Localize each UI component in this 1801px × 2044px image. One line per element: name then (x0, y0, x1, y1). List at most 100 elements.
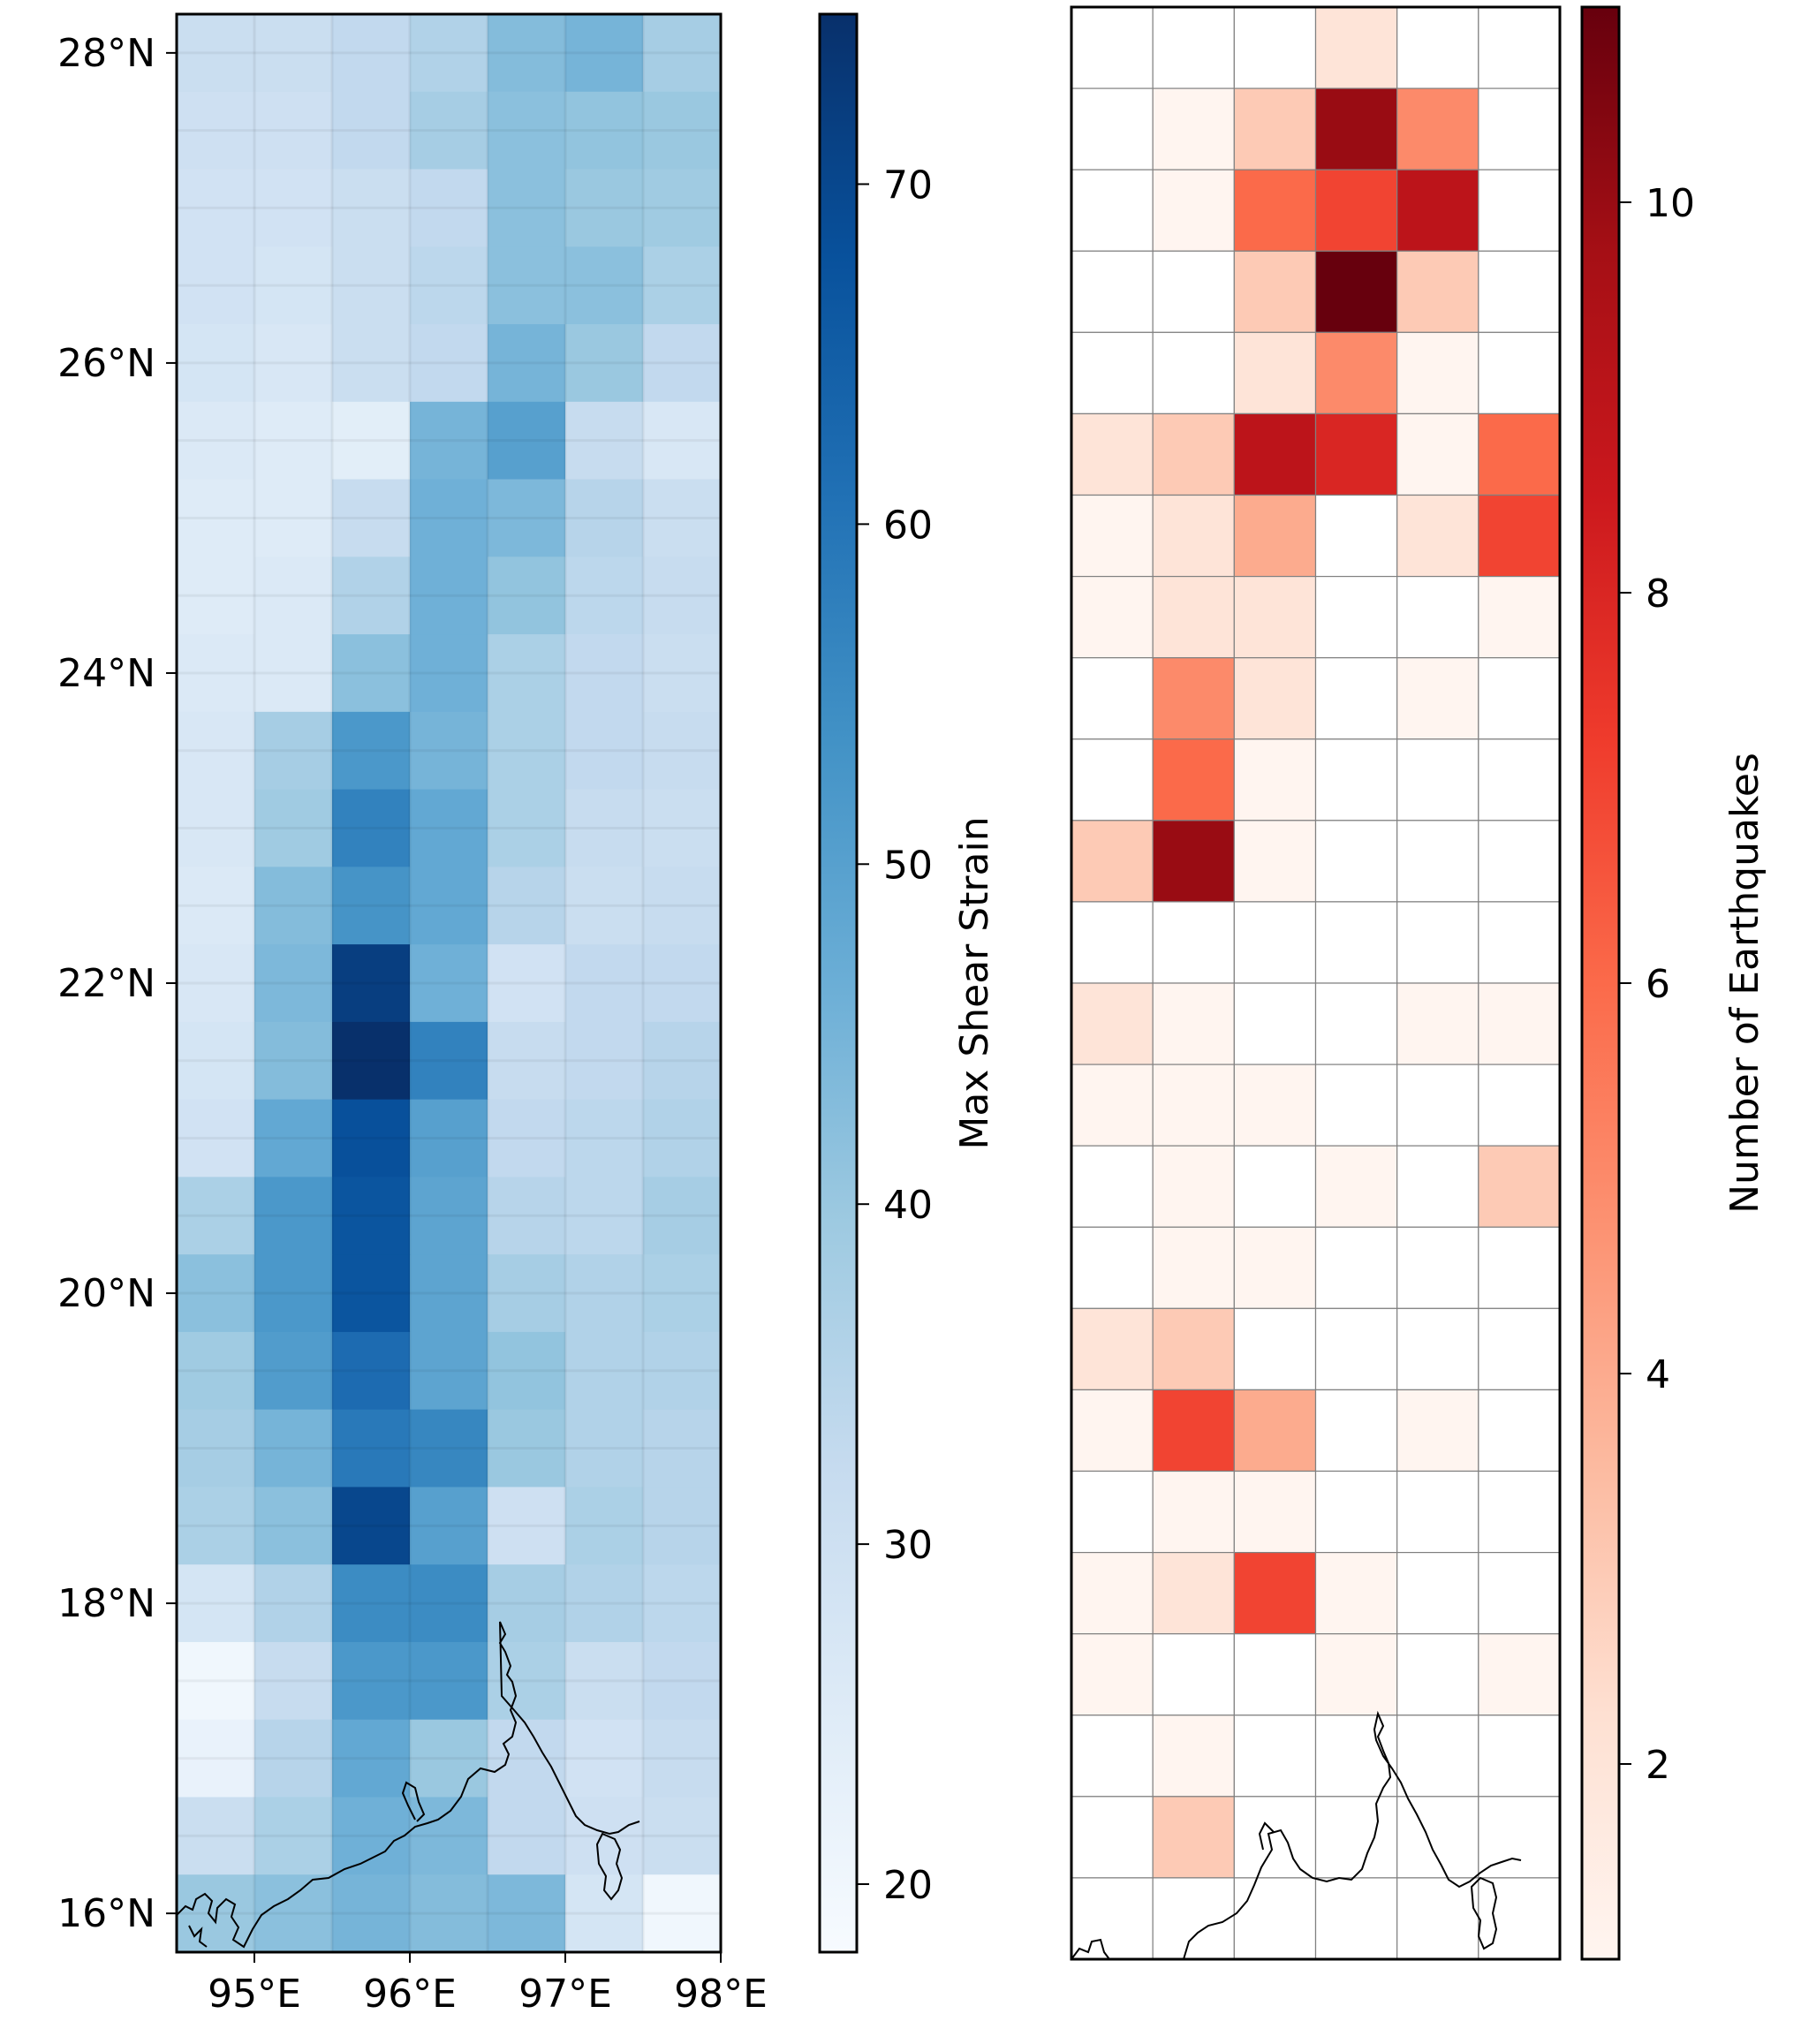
earthquake-cell (1234, 1553, 1315, 1634)
earthquake-cell (1397, 7, 1479, 88)
earthquake-cell (1234, 658, 1315, 739)
earthquake-cell (1479, 413, 1560, 495)
earthquake-cell (1316, 577, 1397, 658)
earthquake-colorbar-ticks: 2 4 6 8 10 (1619, 181, 1695, 1788)
earthquake-cell (1153, 577, 1234, 658)
earthquake-cell (1153, 1634, 1234, 1715)
longitude-tick-label: 98°E (674, 1972, 768, 2017)
earthquake-cell (1234, 1634, 1315, 1715)
earthquake-cell (1316, 413, 1397, 495)
earthquake-cell (1316, 251, 1397, 332)
earthquake-cell (1234, 7, 1315, 88)
earthquake-cell (1479, 1715, 1560, 1797)
earthquake-cell (1397, 983, 1479, 1064)
earthquake-cell (1234, 1715, 1315, 1797)
earthquake-cell (1153, 332, 1234, 413)
earthquake-cell (1071, 1878, 1153, 1959)
earthquake-cell (1234, 88, 1315, 170)
earthquake-colorbar: 246810 Number of Earthquakes (1582, 7, 1767, 1959)
earthquake-cell (1153, 739, 1234, 821)
earthquake-cell (1071, 1472, 1153, 1553)
earthquake-cell (1071, 1064, 1153, 1146)
earthquake-cell (1316, 983, 1397, 1064)
earthquake-cell (1153, 1389, 1234, 1471)
strain-colorbar-tick-label: 50 (883, 843, 933, 888)
earthquake-cell (1234, 577, 1315, 658)
earthquake-cell (1397, 88, 1479, 170)
earthquake-cell (1153, 821, 1234, 902)
earthquake-cell (1479, 1634, 1560, 1715)
earthquake-cell (1071, 1634, 1153, 1715)
earthquake-cell (1234, 739, 1315, 821)
earthquake-cell (1234, 1389, 1315, 1471)
strain-colorbar-ticks: 20 30 40 50 60 70 (857, 163, 933, 1908)
earthquake-cell (1071, 496, 1153, 577)
earthquake-cell (1071, 170, 1153, 251)
earthquake-cell (1479, 170, 1560, 251)
earthquake-cell (1153, 1472, 1234, 1553)
earthquake-cell (1153, 1227, 1234, 1308)
earthquake-count-map (1071, 7, 1560, 1959)
earthquake-cell (1234, 1797, 1315, 1878)
earthquake-cell (1153, 496, 1234, 577)
latitude-tick-label: 28°N (57, 31, 155, 76)
earthquake-cell (1071, 821, 1153, 902)
earthquake-colorbar-tick-label: 4 (1646, 1352, 1670, 1397)
strain-colorbar-tick-label: 60 (883, 503, 933, 548)
earthquake-cell (1153, 1715, 1234, 1797)
earthquake-cell (1316, 658, 1397, 739)
earthquake-cell (1316, 1878, 1397, 1959)
latitude-tick-label: 18°N (57, 1581, 155, 1626)
earthquake-cell (1316, 88, 1397, 170)
earthquake-cell (1071, 1308, 1153, 1389)
latitude-tick-label: 26°N (57, 341, 155, 386)
earthquake-cell (1071, 1553, 1153, 1634)
earthquake-cell (1153, 1146, 1234, 1227)
earthquake-cell (1234, 902, 1315, 983)
earthquake-cell (1234, 251, 1315, 332)
earthquake-cell (1316, 902, 1397, 983)
earthquake-cell (1153, 658, 1234, 739)
earthquake-cell (1234, 413, 1315, 495)
latitude-tick-label: 24°N (57, 651, 155, 696)
earthquake-cell (1397, 1634, 1479, 1715)
earthquake-cell (1479, 821, 1560, 902)
earthquake-cell (1397, 1308, 1479, 1389)
earthquake-cell (1153, 983, 1234, 1064)
earthquake-cell (1234, 1146, 1315, 1227)
earthquake-colorbar-tick-label: 10 (1646, 181, 1695, 226)
earthquake-cell (1316, 1472, 1397, 1553)
earthquake-cell (1153, 88, 1234, 170)
earthquake-cell (1397, 1878, 1479, 1959)
earthquake-cell (1071, 1389, 1153, 1471)
earthquake-cell (1316, 7, 1397, 88)
earthquake-cell (1234, 1064, 1315, 1146)
earthquake-cell (1479, 1146, 1560, 1227)
earthquake-cell (1234, 1308, 1315, 1389)
earthquake-cell (1479, 1308, 1560, 1389)
earthquake-cell (1479, 251, 1560, 332)
earthquake-cell (1397, 1146, 1479, 1227)
earthquake-cell (1479, 496, 1560, 577)
earthquake-cell (1397, 821, 1479, 902)
earthquake-cell (1234, 821, 1315, 902)
earthquake-cell (1316, 1634, 1397, 1715)
earthquake-cell (1071, 739, 1153, 821)
strain-colorbar-tick-label: 40 (883, 1183, 933, 1228)
earthquake-cell (1397, 1064, 1479, 1146)
earthquake-cell (1397, 1715, 1479, 1797)
earthquake-cell (1479, 1472, 1560, 1553)
earthquake-cell (1397, 658, 1479, 739)
earthquake-cell (1397, 739, 1479, 821)
earthquake-cell (1071, 1146, 1153, 1227)
earthquake-cell (1071, 1797, 1153, 1878)
strain-colorbar-tick-label: 20 (883, 1863, 933, 1908)
earthquake-cell (1316, 1227, 1397, 1308)
longitude-tick-labels: 95°E 96°E 97°E 98°E (208, 1952, 768, 2017)
earthquake-cell (1479, 902, 1560, 983)
earthquake-cell (1153, 1308, 1234, 1389)
earthquake-cell (1316, 821, 1397, 902)
earthquake-cell (1397, 251, 1479, 332)
earthquake-cell (1071, 1715, 1153, 1797)
earthquake-colorbar-tick-label: 6 (1646, 962, 1670, 1007)
